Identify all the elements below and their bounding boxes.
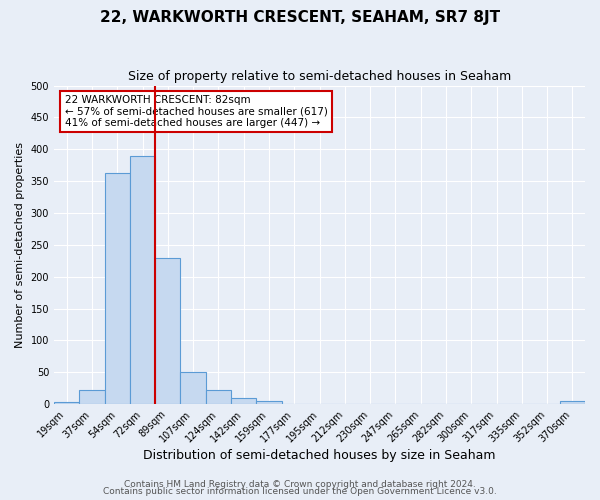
Bar [560, 401, 585, 404]
Bar [206, 390, 231, 404]
Y-axis label: Number of semi-detached properties: Number of semi-detached properties [15, 142, 25, 348]
Text: 22, WARKWORTH CRESCENT, SEAHAM, SR7 8JT: 22, WARKWORTH CRESCENT, SEAHAM, SR7 8JT [100, 10, 500, 25]
Bar [130, 156, 155, 404]
Bar [104, 173, 130, 404]
X-axis label: Distribution of semi-detached houses by size in Seaham: Distribution of semi-detached houses by … [143, 450, 496, 462]
Text: Contains HM Land Registry data © Crown copyright and database right 2024.: Contains HM Land Registry data © Crown c… [124, 480, 476, 489]
Text: Contains public sector information licensed under the Open Government Licence v3: Contains public sector information licen… [103, 487, 497, 496]
Bar [54, 402, 79, 404]
Title: Size of property relative to semi-detached houses in Seaham: Size of property relative to semi-detach… [128, 70, 511, 83]
Bar [256, 401, 281, 404]
Bar [155, 258, 181, 404]
Bar [231, 398, 256, 404]
Bar [181, 372, 206, 404]
Text: 22 WARKWORTH CRESCENT: 82sqm
← 57% of semi-detached houses are smaller (617)
41%: 22 WARKWORTH CRESCENT: 82sqm ← 57% of se… [65, 95, 328, 128]
Bar [79, 390, 104, 404]
